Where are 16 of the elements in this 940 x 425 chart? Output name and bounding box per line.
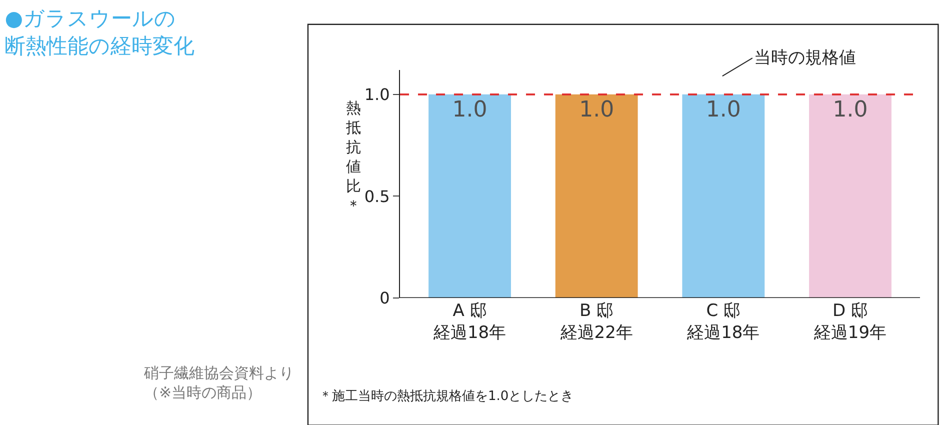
x-tick-label: B 邸経過22年: [559, 301, 633, 344]
ref-line-label: 当時の規格値: [754, 48, 856, 68]
y-axis-title: 熱抵抗値比＊: [345, 99, 361, 214]
text: ＊施工当時の熱抵抗規格値を1.0としたとき: [319, 389, 574, 404]
text: ●ガラスウールの断熱性能の経時変化: [4, 6, 195, 58]
data-label: 1.0: [832, 97, 868, 122]
data-label: 1.0: [452, 97, 488, 122]
x-tick-label: C 邸経過18年: [686, 301, 760, 344]
y-tick-label: 1.0: [364, 85, 390, 104]
data-label: 1.0: [579, 97, 614, 122]
x-tick-label: D 邸経過19年: [812, 301, 887, 344]
data-label: 1.0: [706, 97, 741, 122]
text: 硝子繊維協会資料より（※当時の商品）: [143, 364, 294, 402]
x-tick-label: A 邸経過18年: [432, 301, 506, 344]
y-tick-label: 0.5: [364, 186, 390, 206]
y-tick-label: 0: [380, 288, 390, 308]
